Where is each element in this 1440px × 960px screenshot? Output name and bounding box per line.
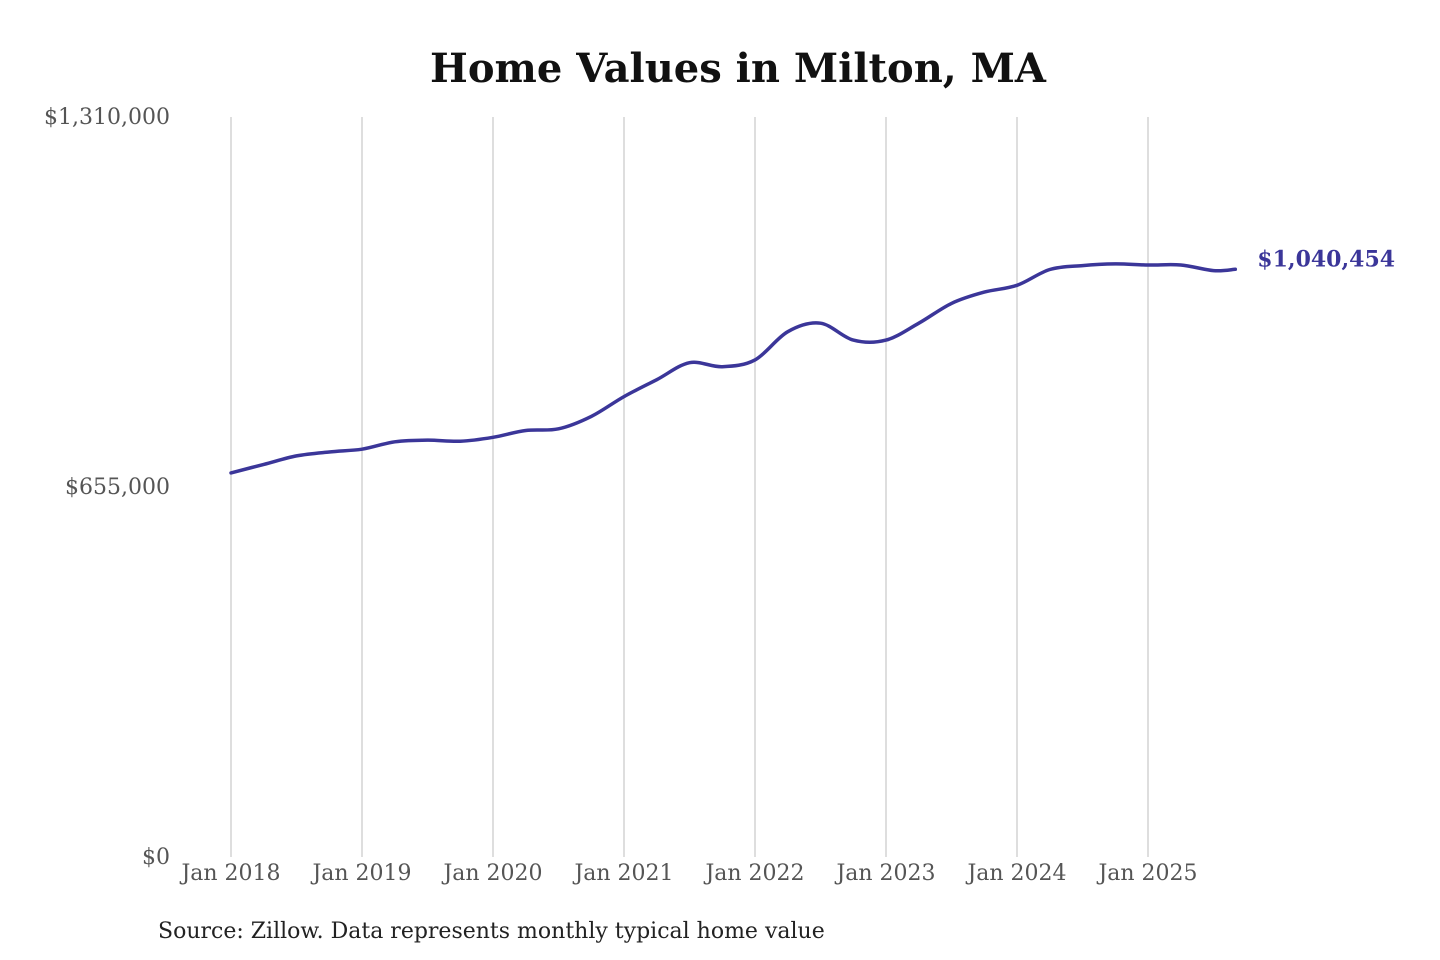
vertical-gridlines	[230, 117, 1149, 857]
y-axis-tick-labels: $0 $655,000 $1,310,000	[44, 105, 170, 870]
last-value-label: $1,040,454	[1257, 246, 1395, 272]
x-tick-label: Jan 2023	[834, 861, 935, 886]
x-tick-label: Jan 2020	[441, 861, 542, 886]
source-note: Source: Zillow. Data represents monthly …	[158, 919, 825, 944]
y-tick-label: $0	[142, 845, 170, 870]
x-tick-label: Jan 2024	[965, 861, 1066, 886]
x-tick-label: Jan 2025	[1096, 861, 1197, 886]
y-tick-label: $655,000	[65, 475, 170, 500]
x-axis-tick-labels: Jan 2018 Jan 2019 Jan 2020 Jan 2021 Jan 2022…	[179, 861, 1197, 886]
x-tick-label: Jan 2019	[310, 861, 411, 886]
chart-title: Home Values in Milton, MA	[430, 45, 1047, 92]
y-tick-label: $1,310,000	[44, 105, 170, 130]
series-layer	[229, 262, 1238, 475]
x-tick-label: Jan 2022	[703, 861, 804, 886]
x-tick-label: Jan 2018	[179, 861, 280, 886]
series-line-0	[229, 262, 1238, 475]
x-tick-label: Jan 2021	[572, 861, 673, 886]
